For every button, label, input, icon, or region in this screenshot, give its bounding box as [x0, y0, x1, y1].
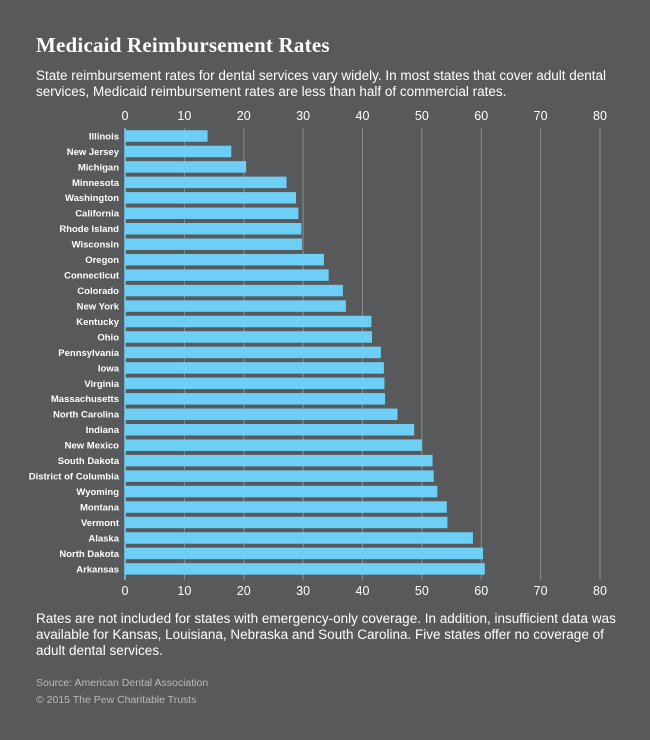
category-label: Virginia: [84, 379, 119, 390]
bar: [125, 145, 232, 158]
category-label: Colorado: [77, 286, 119, 297]
bar: [125, 439, 422, 451]
bar: [125, 563, 485, 575]
category-label: South Dakota: [58, 456, 120, 467]
category-label: Oregon: [85, 255, 119, 266]
category-label: Kentucky: [76, 317, 119, 328]
copyright-line: © 2015 The Pew Charitable Trusts: [36, 694, 197, 706]
bar-chart: 0 0 10 10 20 20 30 30 40 40 50 50 60 60 70 70 80 80 Illino…: [29, 109, 607, 598]
x-tick-label-top: 60: [474, 109, 488, 123]
x-tick-label-bottom: 60: [474, 584, 488, 598]
x-tick-label-bottom: 40: [356, 584, 370, 598]
bar: [125, 393, 386, 405]
category-label: North Carolina: [53, 410, 120, 421]
category-label: New Jersey: [67, 147, 120, 158]
bar: [125, 223, 302, 235]
category-label: New York: [77, 301, 120, 312]
bar: [125, 207, 299, 220]
bar: [125, 377, 385, 390]
category-label: California: [75, 209, 120, 220]
bar: [125, 331, 372, 343]
category-label: Michigan: [78, 162, 119, 173]
bar: [125, 161, 247, 173]
footnote: Rates are not included for states with e…: [36, 611, 616, 658]
x-tick-label-bottom: 10: [177, 584, 191, 598]
x-tick-label-top: 20: [237, 109, 251, 123]
x-tick-label-top: 0: [122, 109, 129, 123]
bar: [125, 284, 343, 297]
x-tick-label-bottom: 50: [415, 584, 429, 598]
x-tick-label-bottom: 70: [534, 584, 548, 598]
x-tick-label-bottom: 20: [237, 584, 251, 598]
bar: [125, 516, 448, 529]
category-label: Pennsylvania: [58, 348, 119, 359]
x-tick-label-top: 80: [593, 109, 607, 123]
bar: [125, 176, 287, 189]
bar: [125, 408, 398, 421]
bar: [125, 547, 484, 560]
bar: [125, 485, 438, 498]
category-label: Massachusetts: [51, 394, 119, 405]
bar: [125, 532, 473, 544]
category-label: Washington: [65, 193, 119, 204]
category-label: Ohio: [97, 332, 119, 343]
category-label: North Dakota: [59, 549, 119, 560]
category-label: Rhode Island: [59, 224, 119, 235]
category-label: Vermont: [81, 518, 120, 529]
bar: [125, 454, 433, 467]
bar: [125, 470, 434, 482]
category-label: Illinois: [89, 131, 119, 142]
bar: [125, 362, 384, 374]
bar: [125, 192, 296, 204]
bar: [125, 300, 346, 312]
category-label: Alaska: [88, 533, 119, 544]
bar: [125, 346, 381, 359]
bar: [125, 501, 447, 513]
chart-subtitle: State reimbursement rates for dental ser…: [36, 68, 607, 99]
bar: [125, 315, 372, 328]
chart-title: Medicaid Reimbursement Rates: [36, 33, 330, 57]
bar: [125, 269, 329, 281]
category-label: Iowa: [98, 363, 120, 374]
x-tick-label-top: 10: [177, 109, 191, 123]
category-label: Montana: [80, 502, 120, 513]
x-tick-label-top: 40: [356, 109, 370, 123]
source-line: Source: American Dental Association: [36, 677, 209, 689]
category-label: Connecticut: [64, 271, 120, 282]
x-tick-label-top: 30: [296, 109, 310, 123]
category-label: District of Columbia: [29, 472, 120, 483]
x-tick-label-top: 50: [415, 109, 429, 123]
x-tick-label-bottom: 0: [122, 584, 129, 598]
bar: [125, 238, 302, 250]
bar: [125, 423, 415, 436]
category-label: Arkansas: [76, 564, 119, 575]
category-label: Indiana: [86, 425, 120, 436]
category-label: Wyoming: [76, 487, 119, 498]
x-tick-label-bottom: 80: [593, 584, 607, 598]
bar: [125, 130, 208, 142]
x-tick-label-bottom: 30: [296, 584, 310, 598]
category-label: Wisconsin: [72, 240, 120, 251]
category-label: New Mexico: [65, 441, 120, 452]
bar: [125, 253, 324, 266]
x-tick-label-top: 70: [534, 109, 548, 123]
category-label: Minnesota: [72, 178, 120, 189]
